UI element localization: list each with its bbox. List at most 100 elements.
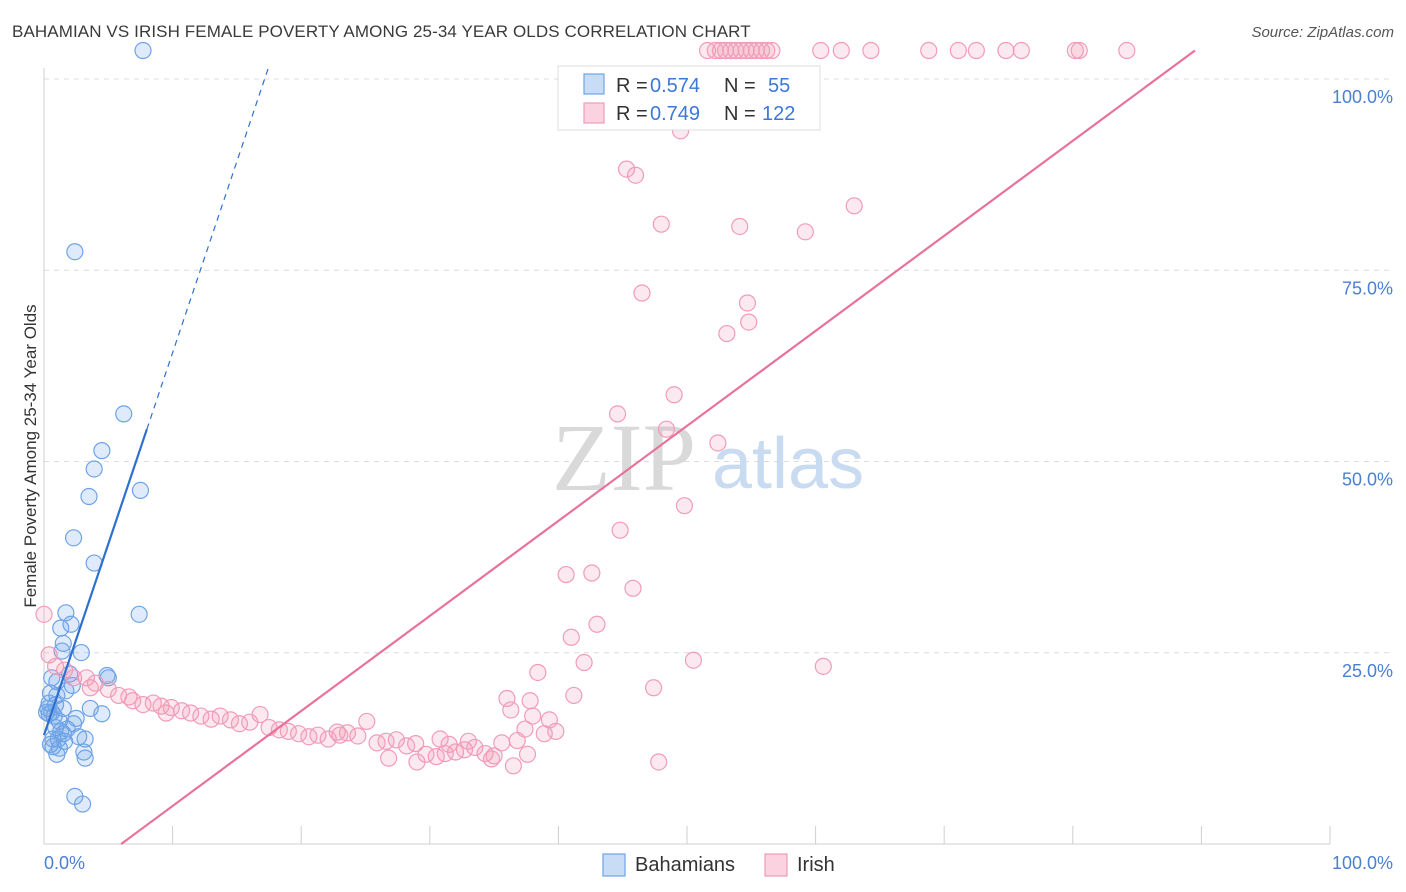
bottom-legend-label-irish: Irish — [797, 854, 835, 876]
irish-point — [124, 692, 142, 710]
bottom-legend-label-bahamians: Bahamians — [635, 854, 735, 876]
irish-point — [738, 294, 757, 312]
irish-point — [565, 686, 583, 705]
irish-point — [529, 663, 547, 682]
irish-point — [77, 669, 96, 687]
irish-point — [763, 41, 781, 60]
irish-point — [459, 732, 477, 750]
irish-point — [652, 215, 670, 233]
bahamians-point — [93, 705, 111, 723]
irish-trend-line — [120, 49, 1196, 845]
irish-point — [665, 386, 683, 404]
irish-point — [211, 707, 229, 725]
irish-point — [279, 722, 297, 740]
irish-point — [99, 680, 117, 698]
y-tick-label: 100.0% — [1332, 87, 1393, 107]
legend-r-value-irish: 0.749 — [650, 103, 700, 125]
irish-point — [508, 731, 526, 750]
irish-point — [521, 692, 539, 710]
irish-point — [408, 753, 426, 771]
bahamians-point — [134, 41, 152, 60]
irish-point — [709, 434, 727, 452]
x-tick-label: 100.0% — [1332, 853, 1393, 873]
irish-point — [583, 564, 601, 582]
bahamians-point — [55, 732, 74, 750]
chart-title: BAHAMIAN VS IRISH FEMALE POVERTY AMONG 2… — [12, 22, 751, 41]
watermark-atlas: atlas — [712, 424, 864, 504]
irish-point — [547, 722, 565, 740]
irish-point — [290, 725, 308, 743]
legend-r-label-bahamians: R = — [616, 75, 648, 97]
watermark: ZIP atlas — [552, 404, 864, 511]
irish-point — [650, 753, 668, 771]
bahamians-trend-line — [42, 428, 148, 736]
irish-point — [455, 741, 474, 759]
irish-point — [718, 324, 736, 343]
irish-point — [575, 653, 593, 672]
irish-point — [309, 726, 327, 744]
irish-point — [524, 707, 542, 725]
irish-point — [1066, 41, 1084, 60]
irish-point — [202, 710, 220, 728]
bahamians-point — [93, 442, 111, 460]
irish-point — [997, 41, 1015, 60]
irish-point — [644, 679, 663, 697]
irish-point — [358, 712, 376, 731]
points-layer — [35, 41, 1136, 813]
irish-point — [387, 731, 405, 749]
irish-point — [157, 704, 175, 722]
bahamians-point — [80, 487, 98, 506]
irish-point — [684, 651, 703, 669]
irish-point — [633, 284, 651, 302]
bottom-legend-swatch-irish — [764, 853, 788, 877]
irish-point — [221, 711, 240, 729]
irish-point — [518, 745, 537, 763]
irish-point — [740, 313, 758, 331]
irish-point — [608, 405, 627, 423]
irish-point — [192, 707, 210, 725]
bahamians-point — [130, 605, 148, 623]
bahamians-point — [76, 730, 94, 748]
irish-point — [845, 197, 863, 215]
irish-point — [251, 705, 269, 724]
bahamians-point — [75, 743, 93, 761]
x-tick-label: 0.0% — [44, 853, 85, 873]
irish-point — [1118, 41, 1136, 60]
legend-r-value-bahamians: 0.574 — [650, 75, 700, 97]
irish-point — [1070, 41, 1088, 60]
chart-source: Source: ZipAtlas.com — [1251, 24, 1394, 41]
watermark-zip: ZIP — [552, 404, 696, 511]
irish-point — [949, 41, 967, 60]
irish-point — [832, 41, 850, 60]
bahamians-point — [48, 745, 66, 763]
irish-point — [1012, 41, 1030, 60]
irish-point — [557, 565, 575, 584]
y-tick-label: 50.0% — [1342, 470, 1393, 490]
y-tick-label: 25.0% — [1342, 661, 1393, 681]
trend-layer — [42, 49, 1196, 845]
irish-point — [349, 727, 367, 745]
irish-point — [504, 757, 522, 775]
irish-point — [64, 669, 83, 687]
irish-point — [796, 223, 814, 241]
legend-box: R = 0.574 N = 55 R = 0.749 N = 122 — [557, 65, 821, 131]
bahamians-point — [131, 481, 150, 499]
y-tick-label: 75.0% — [1342, 278, 1393, 298]
bahamians-point — [66, 243, 84, 261]
legend-swatch-bahamians — [583, 73, 605, 95]
legend-n-value-bahamians: 55 — [768, 75, 790, 97]
bahamians-point — [73, 795, 92, 813]
irish-point — [427, 748, 445, 766]
bahamians-point — [85, 460, 103, 478]
irish-point — [920, 41, 938, 60]
y-axis-label: Female Poverty Among 25-34 Year Olds — [21, 304, 40, 607]
irish-point — [502, 701, 520, 719]
irish-point — [731, 217, 749, 236]
irish-point — [331, 726, 349, 744]
irish-point — [380, 749, 398, 767]
irish-point — [611, 521, 629, 539]
bahamians-trend-extension — [146, 65, 270, 430]
legend-n-label-irish: N = — [724, 103, 756, 125]
bottom-legend: Bahamians Irish — [602, 853, 835, 877]
